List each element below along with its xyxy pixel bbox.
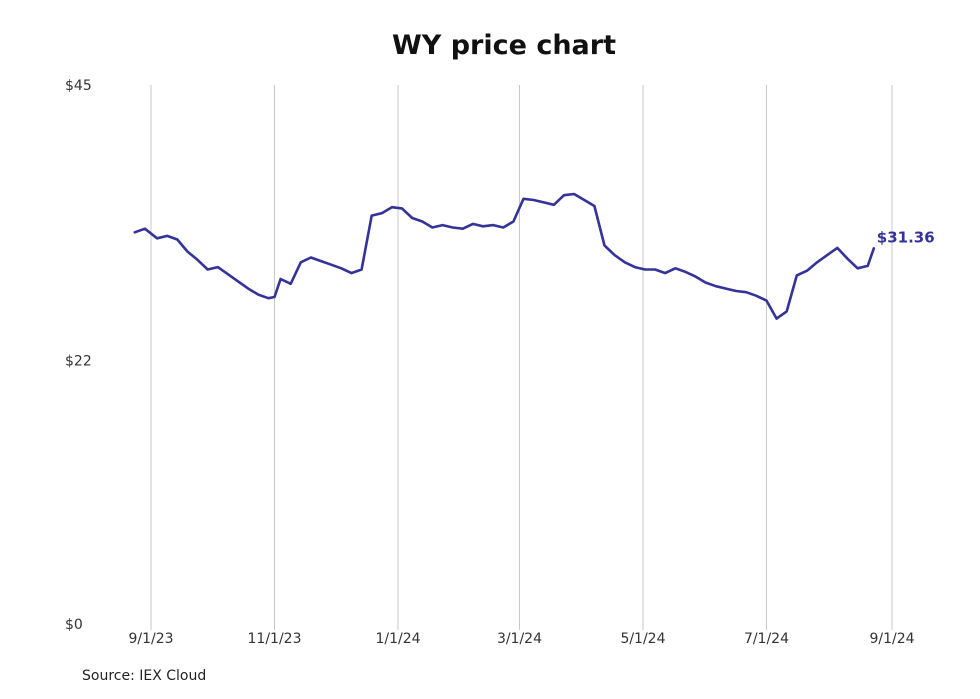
x-tick-label: 7/1/24 xyxy=(744,631,789,647)
last-price-label: $31.36 xyxy=(877,228,935,246)
y-tick-label: $22 xyxy=(65,353,92,369)
x-tick-label: 3/1/24 xyxy=(497,631,542,647)
y-axis-ticks: $0 $22 $45 xyxy=(65,78,92,633)
source-note: Source: IEX Cloud xyxy=(82,668,207,684)
grid-lines xyxy=(150,85,893,630)
x-tick-label: 11/1/23 xyxy=(248,631,302,647)
x-axis-ticks: 9/1/23 11/1/23 1/1/24 3/1/24 5/1/24 7/1/24 9/1… xyxy=(128,631,914,647)
price-series-line xyxy=(133,192,876,320)
series-layer: $31.36 xyxy=(133,192,935,320)
chart-title: WY price chart xyxy=(391,30,616,61)
y-tick-label: $0 xyxy=(65,617,83,633)
x-tick-label: 5/1/24 xyxy=(620,631,665,647)
x-tick-label: 1/1/24 xyxy=(375,631,420,647)
x-tick-label: 9/1/23 xyxy=(128,631,173,647)
y-tick-label: $45 xyxy=(65,78,92,94)
x-tick-label: 9/1/24 xyxy=(869,631,914,647)
